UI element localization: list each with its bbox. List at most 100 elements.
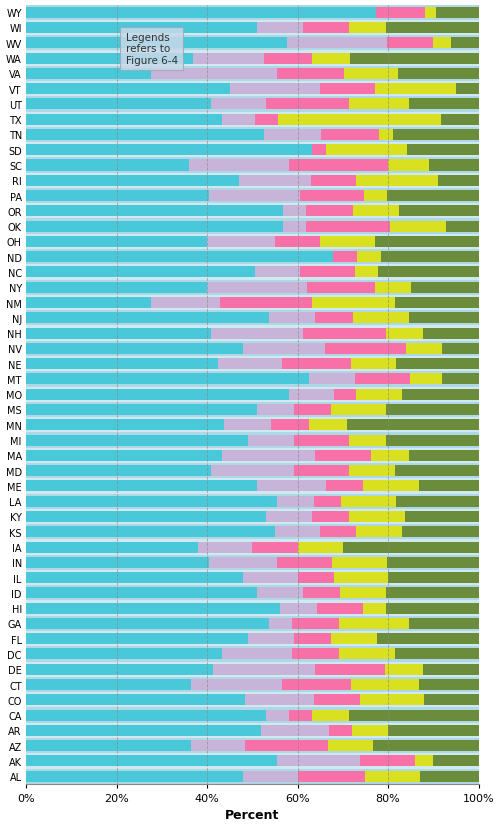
Bar	[350, 710, 478, 720]
Bar	[266, 511, 312, 523]
Bar	[26, 586, 478, 600]
Bar	[446, 222, 478, 232]
Bar	[402, 527, 478, 538]
Bar	[303, 23, 350, 34]
Bar	[278, 756, 360, 767]
Bar	[266, 99, 349, 110]
Bar	[419, 679, 478, 691]
Bar	[316, 450, 372, 461]
Bar	[26, 23, 257, 34]
Bar	[26, 387, 478, 403]
Bar	[350, 511, 405, 523]
Bar	[220, 298, 312, 308]
Bar	[356, 175, 438, 187]
Bar	[152, 69, 277, 79]
Bar	[26, 466, 210, 476]
Bar	[438, 175, 478, 187]
Bar	[26, 542, 198, 552]
Bar	[398, 69, 478, 79]
Bar	[294, 435, 350, 446]
Bar	[243, 343, 324, 355]
Bar	[298, 771, 366, 782]
Bar	[332, 252, 357, 263]
Bar	[26, 69, 152, 79]
Bar	[26, 479, 478, 494]
Bar	[386, 588, 478, 599]
Bar	[222, 114, 254, 126]
Bar	[26, 739, 478, 753]
Bar	[388, 160, 429, 171]
Bar	[404, 511, 478, 523]
Bar	[268, 618, 292, 629]
Bar	[288, 160, 388, 171]
Bar	[26, 328, 210, 339]
Bar	[344, 69, 398, 79]
Bar	[338, 618, 408, 629]
Bar	[410, 374, 442, 385]
Bar	[26, 509, 478, 524]
Bar	[382, 252, 478, 263]
Bar	[210, 466, 294, 476]
Bar	[246, 740, 328, 751]
Bar	[26, 603, 280, 614]
Bar	[306, 222, 390, 232]
Bar	[207, 237, 275, 247]
Bar	[314, 695, 360, 705]
Bar	[198, 542, 252, 552]
Bar	[396, 496, 478, 507]
Bar	[26, 695, 246, 705]
Bar	[210, 328, 303, 339]
Bar	[433, 38, 451, 49]
Bar	[26, 418, 478, 433]
Bar	[278, 114, 442, 126]
Bar	[332, 557, 387, 568]
Bar	[26, 450, 222, 461]
Bar	[363, 603, 386, 614]
Bar	[212, 664, 316, 675]
Bar	[292, 618, 339, 629]
Bar	[320, 84, 374, 95]
Bar	[230, 84, 320, 95]
Bar	[374, 740, 478, 751]
Bar	[26, 448, 478, 463]
Bar	[257, 588, 303, 599]
Bar	[350, 359, 397, 370]
Text: Legends
refers to
Figure 6-4: Legends refers to Figure 6-4	[126, 33, 178, 66]
Bar	[408, 313, 478, 324]
Bar	[268, 313, 316, 324]
Bar	[26, 588, 257, 599]
Bar	[26, 84, 230, 95]
Bar	[26, 130, 264, 141]
Bar	[26, 114, 222, 126]
Bar	[350, 54, 478, 65]
Bar	[26, 359, 218, 370]
Bar	[374, 84, 456, 95]
Bar	[338, 648, 394, 660]
Bar	[262, 725, 330, 736]
Bar	[26, 356, 478, 372]
Bar	[326, 145, 407, 156]
Bar	[396, 359, 478, 370]
Bar	[330, 725, 352, 736]
Bar	[248, 435, 294, 446]
Bar	[298, 542, 343, 552]
Bar	[320, 527, 356, 538]
Bar	[26, 435, 248, 446]
Bar	[433, 756, 478, 767]
Bar	[224, 420, 271, 431]
Bar	[26, 725, 262, 736]
Bar	[26, 6, 478, 21]
Bar	[357, 252, 382, 263]
Bar	[26, 222, 282, 232]
Bar	[386, 435, 478, 446]
Bar	[312, 145, 326, 156]
Bar	[26, 313, 268, 324]
Bar	[312, 298, 396, 308]
Bar	[334, 572, 388, 583]
Bar	[190, 679, 282, 691]
Bar	[328, 740, 374, 751]
Bar	[334, 390, 356, 400]
Bar	[190, 740, 246, 751]
Bar	[303, 588, 340, 599]
Bar	[26, 237, 207, 247]
